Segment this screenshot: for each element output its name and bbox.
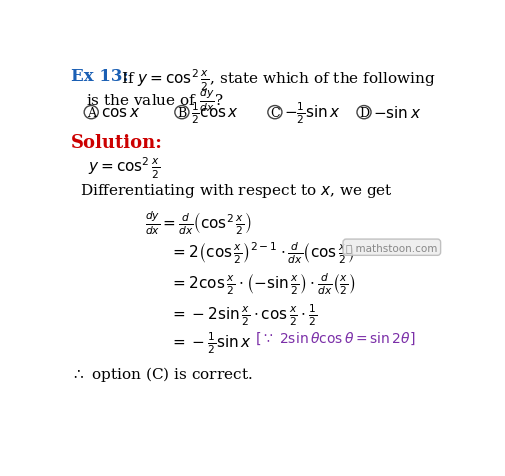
Text: B: B bbox=[177, 107, 186, 119]
Text: $\frac{1}{2}\cos x$: $\frac{1}{2}\cos x$ bbox=[191, 100, 239, 126]
Text: $\therefore$ option (C) is correct.: $\therefore$ option (C) is correct. bbox=[71, 365, 252, 384]
Text: $= -2\sin \frac{x}{2} \cdot \cos \frac{x}{2} \cdot \frac{1}{2}$: $= -2\sin \frac{x}{2} \cdot \cos \frac{x… bbox=[170, 301, 317, 327]
Text: Differentiating with respect to $x$, we get: Differentiating with respect to $x$, we … bbox=[80, 182, 392, 199]
Text: is the value of $\frac{dy}{dx}$?: is the value of $\frac{dy}{dx}$? bbox=[86, 86, 224, 114]
Text: $\frac{dy}{dx} = \frac{d}{dx}\left(\cos^2 \frac{x}{2}\right)$: $\frac{dy}{dx} = \frac{d}{dx}\left(\cos^… bbox=[144, 209, 251, 237]
Text: $\cos x$: $\cos x$ bbox=[100, 106, 140, 120]
Text: If $y = \cos^2 \frac{x}{2}$, state which of the following: If $y = \cos^2 \frac{x}{2}$, state which… bbox=[121, 68, 435, 93]
Text: $= 2\left(\cos \frac{x}{2}\right)^{2-1} \cdot \frac{d}{dx}\left(\cos \frac{x}{2}: $= 2\left(\cos \frac{x}{2}\right)^{2-1} … bbox=[170, 240, 354, 266]
Text: C: C bbox=[270, 107, 279, 119]
Text: Solution:: Solution: bbox=[71, 134, 163, 152]
Text: $-\frac{1}{2}\sin x$: $-\frac{1}{2}\sin x$ bbox=[284, 100, 340, 126]
Text: 🔒 mathstoon.com: 🔒 mathstoon.com bbox=[345, 243, 437, 253]
Text: $= -\frac{1}{2}\sin x$: $= -\frac{1}{2}\sin x$ bbox=[170, 330, 251, 356]
Text: D: D bbox=[358, 107, 368, 119]
Text: A: A bbox=[86, 107, 95, 119]
Text: $y = \cos^2 \frac{x}{2}$: $y = \cos^2 \frac{x}{2}$ bbox=[88, 156, 160, 180]
Text: $= 2\cos \frac{x}{2} \cdot \left(-\sin \frac{x}{2}\right) \cdot \frac{d}{dx}\lef: $= 2\cos \frac{x}{2} \cdot \left(-\sin \… bbox=[170, 271, 355, 296]
Text: Ex 13:: Ex 13: bbox=[71, 68, 128, 85]
Text: $-\sin x$: $-\sin x$ bbox=[373, 105, 421, 121]
Text: $[\because\ 2\sin\theta\cos\theta = \sin 2\theta]$: $[\because\ 2\sin\theta\cos\theta = \sin… bbox=[255, 330, 415, 346]
